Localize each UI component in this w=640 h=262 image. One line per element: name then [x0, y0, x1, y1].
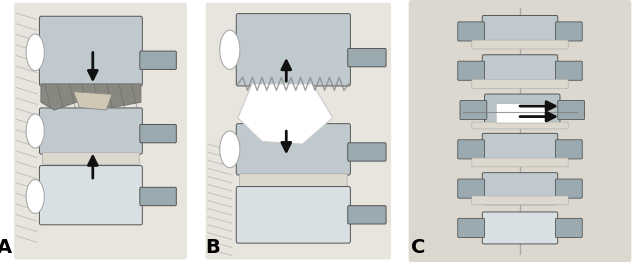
- FancyBboxPatch shape: [458, 140, 484, 159]
- FancyBboxPatch shape: [42, 153, 140, 164]
- Polygon shape: [74, 92, 112, 110]
- FancyBboxPatch shape: [236, 124, 350, 175]
- FancyBboxPatch shape: [472, 122, 568, 129]
- Polygon shape: [238, 84, 333, 144]
- FancyBboxPatch shape: [40, 16, 142, 86]
- FancyBboxPatch shape: [409, 0, 631, 262]
- Ellipse shape: [220, 131, 240, 168]
- FancyBboxPatch shape: [239, 174, 347, 187]
- FancyBboxPatch shape: [484, 94, 560, 126]
- Polygon shape: [41, 84, 141, 110]
- FancyBboxPatch shape: [348, 143, 386, 161]
- FancyBboxPatch shape: [140, 187, 177, 206]
- FancyBboxPatch shape: [348, 206, 386, 224]
- FancyBboxPatch shape: [556, 179, 582, 198]
- FancyBboxPatch shape: [40, 166, 142, 225]
- FancyBboxPatch shape: [556, 61, 582, 80]
- FancyBboxPatch shape: [483, 15, 557, 47]
- FancyBboxPatch shape: [458, 61, 484, 80]
- FancyBboxPatch shape: [483, 55, 557, 87]
- Ellipse shape: [220, 30, 240, 69]
- FancyBboxPatch shape: [483, 173, 557, 205]
- FancyBboxPatch shape: [556, 22, 582, 41]
- FancyBboxPatch shape: [236, 187, 350, 243]
- FancyBboxPatch shape: [472, 158, 568, 167]
- FancyBboxPatch shape: [483, 212, 557, 244]
- FancyBboxPatch shape: [556, 219, 582, 237]
- FancyBboxPatch shape: [40, 108, 142, 154]
- FancyBboxPatch shape: [236, 14, 350, 86]
- FancyBboxPatch shape: [496, 103, 548, 123]
- FancyBboxPatch shape: [458, 22, 484, 41]
- FancyBboxPatch shape: [472, 196, 568, 205]
- FancyBboxPatch shape: [205, 3, 391, 259]
- FancyBboxPatch shape: [458, 179, 484, 198]
- Ellipse shape: [26, 179, 44, 214]
- FancyBboxPatch shape: [460, 101, 487, 119]
- FancyBboxPatch shape: [140, 51, 177, 69]
- FancyBboxPatch shape: [472, 40, 568, 49]
- FancyBboxPatch shape: [140, 124, 177, 143]
- Ellipse shape: [26, 34, 44, 71]
- Text: A: A: [0, 238, 12, 257]
- FancyBboxPatch shape: [557, 101, 584, 119]
- FancyBboxPatch shape: [472, 79, 568, 88]
- Ellipse shape: [26, 114, 44, 148]
- FancyBboxPatch shape: [483, 133, 557, 165]
- Text: C: C: [411, 238, 426, 257]
- FancyBboxPatch shape: [14, 3, 187, 259]
- Text: B: B: [205, 238, 220, 257]
- FancyBboxPatch shape: [556, 140, 582, 159]
- FancyBboxPatch shape: [458, 219, 484, 237]
- FancyBboxPatch shape: [348, 48, 386, 67]
